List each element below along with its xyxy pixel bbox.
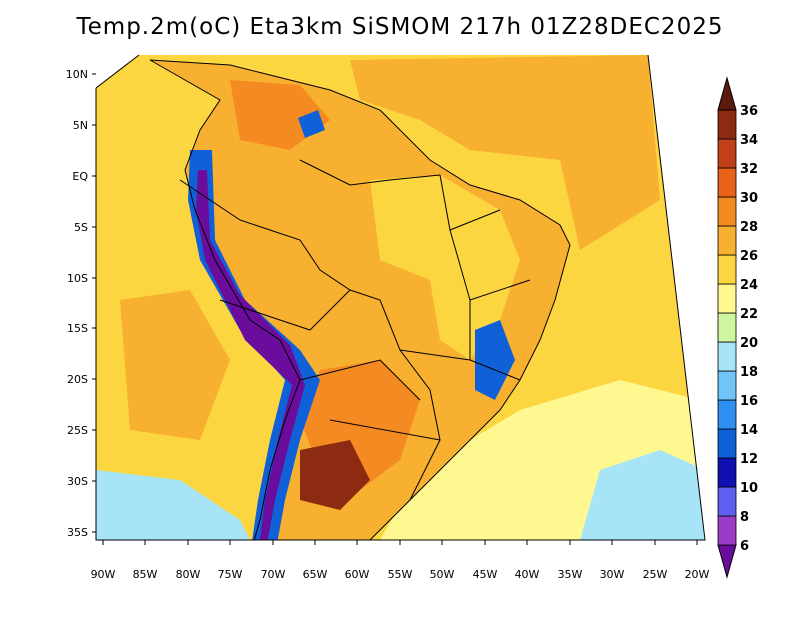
colorbar-label: 6 (740, 539, 749, 554)
lon-label: 75W (218, 568, 243, 581)
tropical-atlantic-warm (350, 55, 660, 250)
colorbar-segment (717, 515, 737, 546)
longitude-axis: 90W 85W 80W 75W 70W 65W 60W 55W 50W 45W … (91, 568, 710, 581)
colorbar-label: 30 (740, 191, 758, 206)
pacific-warm-patch (120, 290, 230, 440)
colorbar-segment (717, 196, 737, 227)
lat-label: 30S (67, 475, 88, 488)
colorbar-arrow-high (717, 76, 737, 111)
colorbar-label: 16 (740, 394, 758, 409)
lat-label: 35S (67, 526, 88, 539)
lon-label: 50W (430, 568, 455, 581)
colorbar-segment (717, 225, 737, 256)
colorbar-segment (717, 167, 737, 198)
land-mild-zone (370, 175, 520, 360)
south-atlantic-cold-water (580, 450, 705, 540)
colorbar-segment (717, 138, 737, 169)
colorbar-arrow-low (717, 544, 737, 579)
latitude-axis: 10N 5N EQ 5S 10S 15S 20S 25S 30S 35S (66, 68, 89, 539)
lat-label: 5S (74, 221, 88, 234)
southern-cold-water (96, 470, 250, 540)
andes-band (188, 150, 320, 540)
country-borders (149, 59, 571, 540)
colorbar-segment (717, 486, 737, 517)
colorbar-segment (717, 428, 737, 459)
colorbar-segment (717, 457, 737, 488)
lon-label: 40W (515, 568, 540, 581)
colorbar-segment (717, 399, 737, 430)
colorbar-label: 32 (740, 162, 758, 177)
lon-label: 65W (303, 568, 328, 581)
lon-label: 60W (345, 568, 370, 581)
colorbar-segment (717, 341, 737, 372)
colorbar-label: 12 (740, 452, 758, 467)
colorbar-segment (717, 109, 737, 140)
lon-label: 20W (685, 568, 710, 581)
colorbar-label: 18 (740, 365, 758, 380)
lon-label: 55W (388, 568, 413, 581)
colorbar-segment (717, 283, 737, 314)
lat-label: 10S (67, 272, 88, 285)
lat-label: 15S (67, 322, 88, 335)
andean-borders (179, 179, 441, 441)
colorbar-label: 34 (740, 133, 758, 148)
lat-label: EQ (72, 170, 88, 183)
latitude-ticks (92, 73, 96, 533)
highland-cool-patch (475, 320, 515, 400)
colorbar-label: 28 (740, 220, 758, 235)
brazil-border (239, 159, 441, 501)
lat-label: 5N (73, 119, 88, 132)
colorbar-label: 14 (740, 423, 758, 438)
lon-label: 90W (91, 568, 116, 581)
colorbar-segment (717, 254, 737, 285)
lon-label: 35W (558, 568, 583, 581)
longitude-ticks (102, 540, 698, 545)
colorbar-label: 10 (740, 481, 758, 496)
lon-label: 45W (473, 568, 498, 581)
andes-core (196, 170, 305, 540)
lon-label: 85W (133, 568, 158, 581)
map-title: Temp.2m(oC) Eta3km SiSMOM 217h 01Z28DEC2… (76, 14, 724, 40)
colorbar-segment (717, 370, 737, 401)
brazil-state-borders (399, 174, 531, 381)
colorbar: 6 8 10 12 14 16 18 20 22 24 26 28 30 32 34 36 (717, 76, 758, 579)
lat-label: 10N (66, 68, 88, 81)
lon-label: 70W (261, 568, 286, 581)
colorbar-label: 8 (740, 510, 749, 525)
colorbar-label: 24 (740, 278, 758, 293)
colorbar-label: 26 (740, 249, 758, 264)
lon-label: 80W (176, 568, 201, 581)
heat-core (300, 440, 370, 510)
colorbar-label: 20 (740, 336, 758, 351)
colorbar-label: 22 (740, 307, 758, 322)
continent-land (150, 60, 570, 540)
colorbar-label: 36 (740, 104, 758, 119)
lat-label: 25S (67, 424, 88, 437)
guiana-cool-patch (298, 110, 325, 138)
colorbar-segment (717, 312, 737, 343)
lon-label: 25W (643, 568, 668, 581)
lat-label: 20S (67, 373, 88, 386)
continent-coastline (149, 59, 571, 540)
lon-label: 30W (600, 568, 625, 581)
